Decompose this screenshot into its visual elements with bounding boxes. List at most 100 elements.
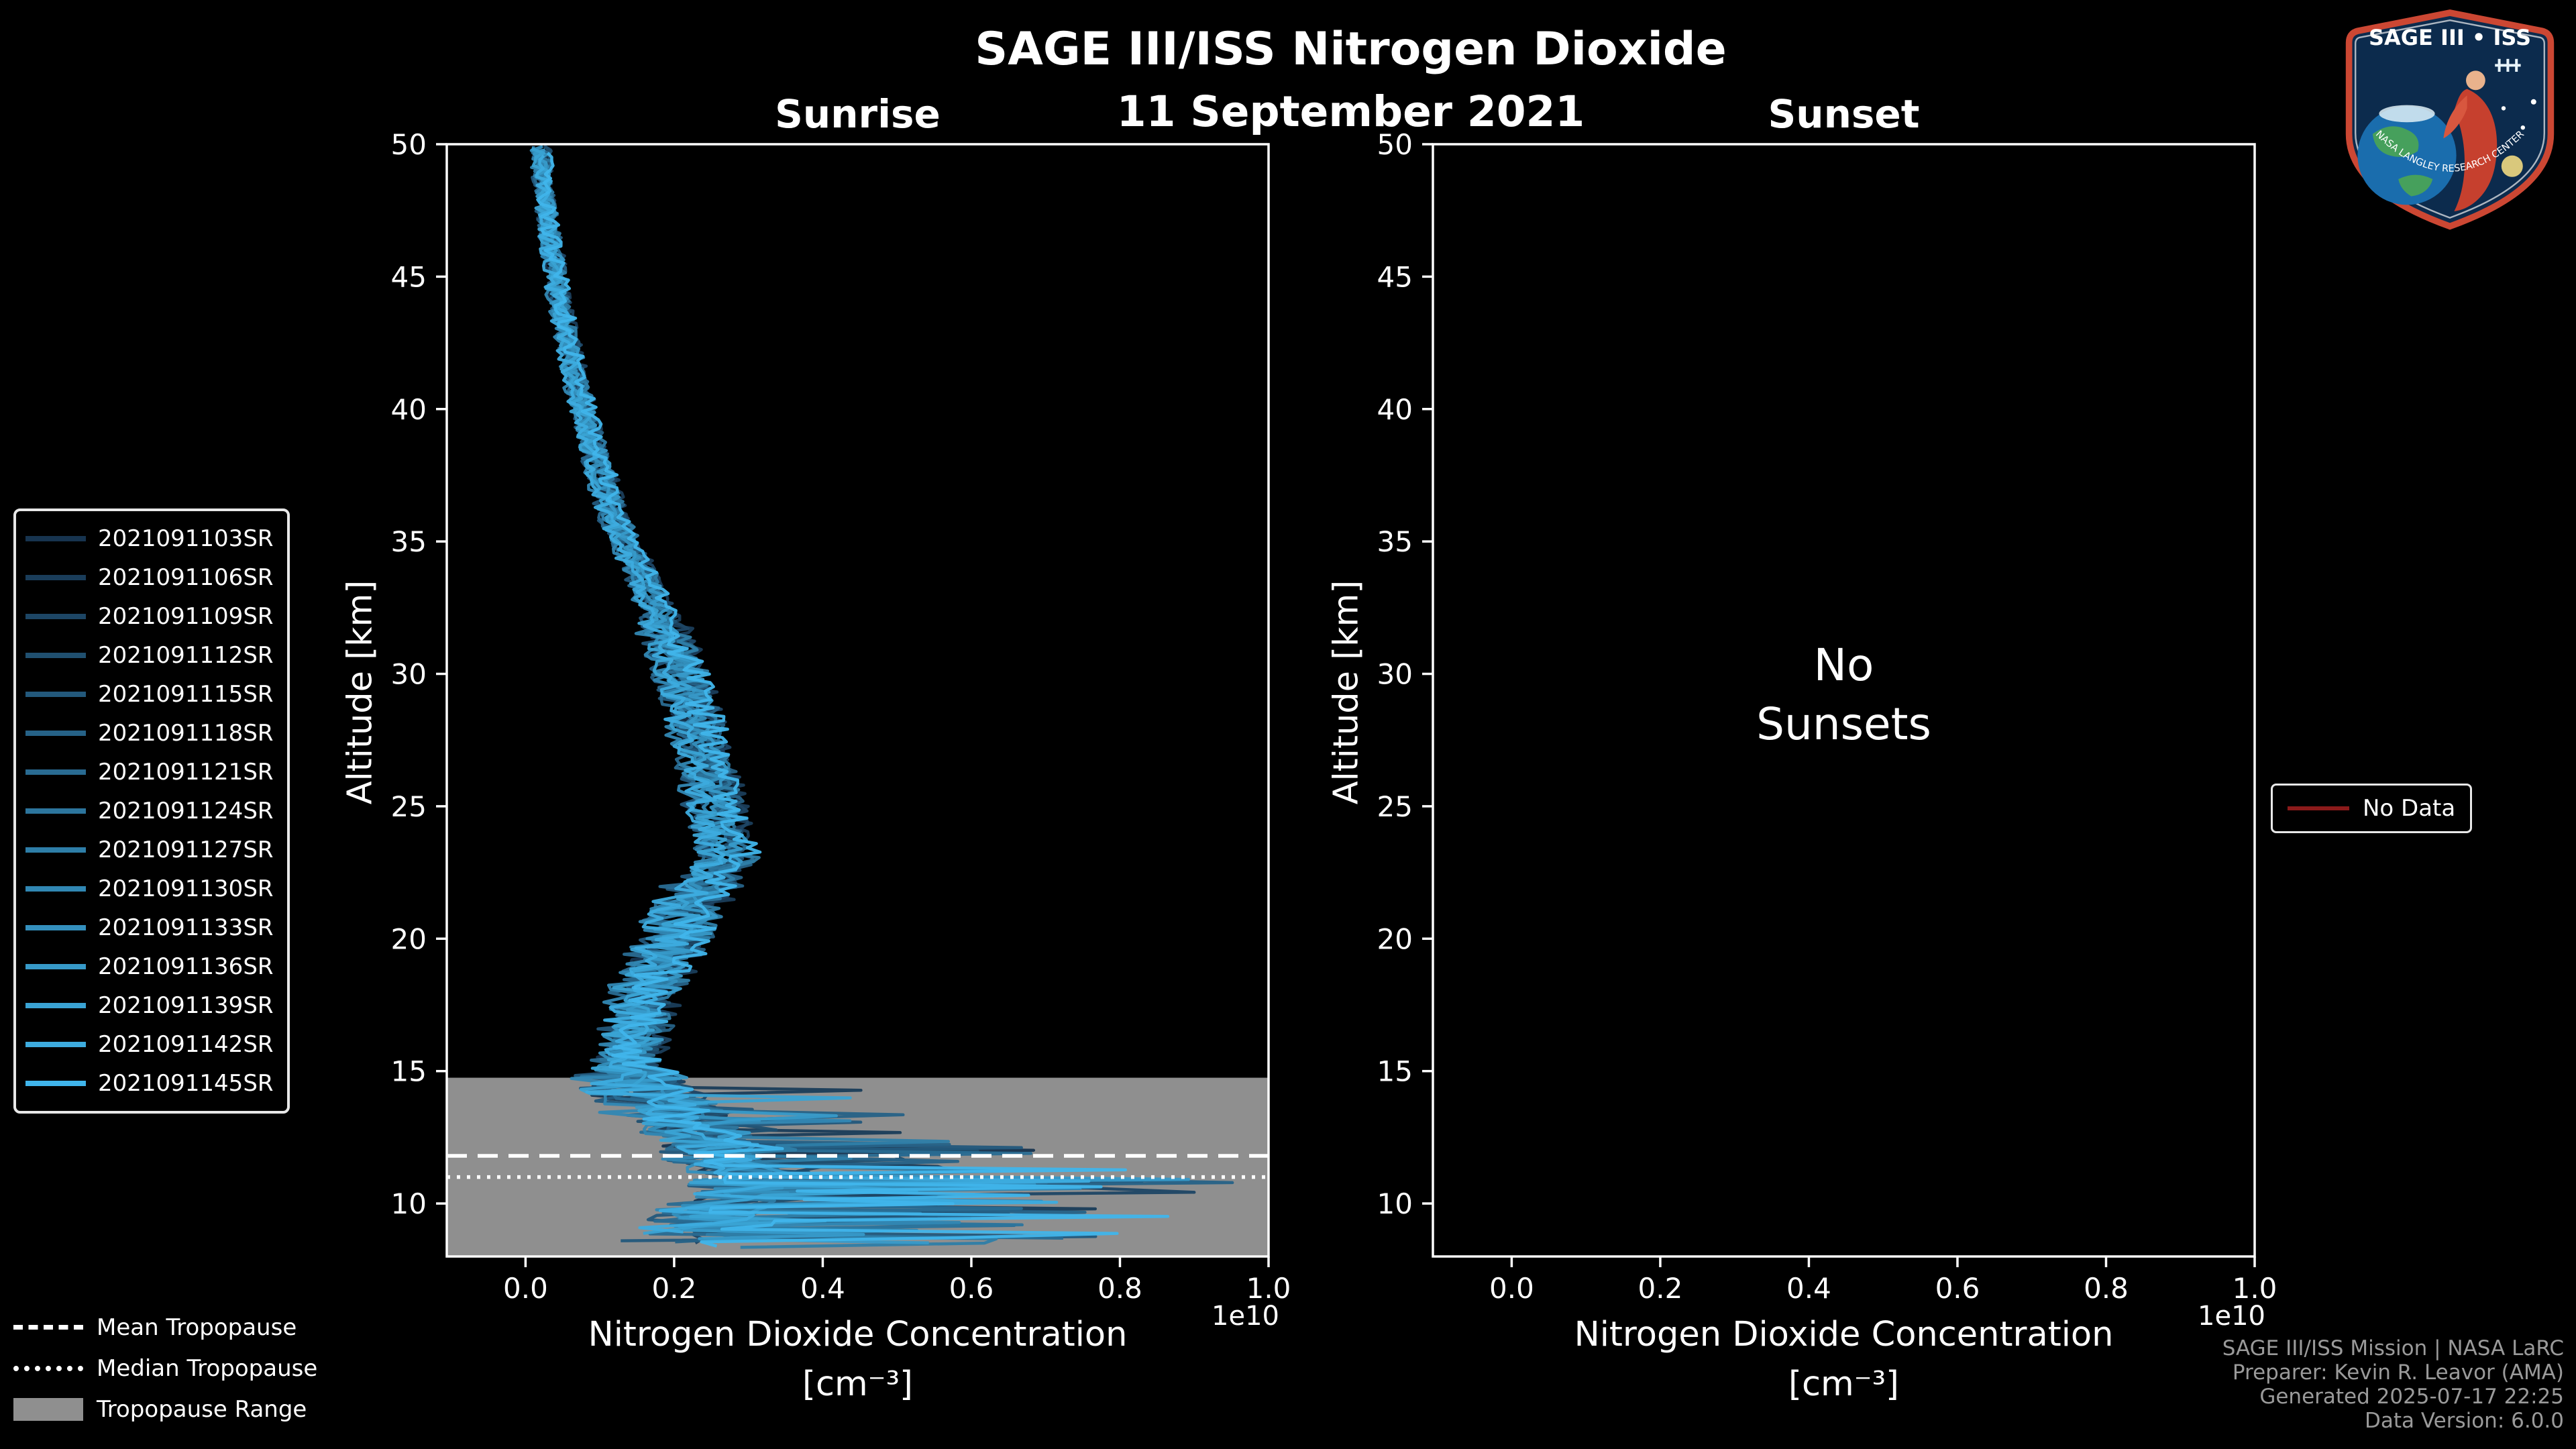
svg-text:50: 50 [391,128,427,161]
credits-block: SAGE III/ISS Mission | NASA LaRC Prepare… [2222,1336,2564,1433]
svg-text:0.6: 0.6 [1935,1272,1980,1305]
legend-line-swatch [25,1003,86,1008]
legend-item-label: 2021091133SR [98,914,274,941]
logo-continent [2372,126,2419,157]
legend-item-label: 2021091142SR [98,1031,274,1058]
svg-text:0.8: 0.8 [1097,1272,1142,1305]
svg-text:50: 50 [1377,128,1413,161]
legend-item-label: 2021091112SR [98,642,274,669]
sunrise-x-axis-units: [cm⁻³] [802,1364,913,1404]
svg-text:40: 40 [391,393,427,426]
no-data-line-swatch [2288,806,2349,810]
profile-line [535,154,1091,1234]
logo-figure-head [2466,70,2485,91]
svg-text:25: 25 [391,790,427,823]
svg-text:1.0: 1.0 [1246,1272,1291,1305]
logo-star [2520,125,2525,130]
tropopause-range-legend-item: Tropopause Range [13,1389,317,1430]
sunrise-profiles [447,144,1269,1256]
svg-text:1e10: 1e10 [1212,1301,1279,1332]
plot-frame [1432,143,2256,1258]
svg-text:45: 45 [1377,260,1413,293]
logo-moon [2501,155,2523,177]
svg-text:1.0: 1.0 [2233,1272,2277,1305]
legend-item: 2021091133SR [25,908,274,947]
legend-item-label: 2021091109SR [98,603,274,630]
legend-item-label: 2021091139SR [98,992,274,1019]
legend-item-label: 2021091106SR [98,564,274,591]
plot-frame [445,143,1270,1258]
svg-text:35: 35 [391,525,427,558]
credit-preparer: Preparer: Kevin R. Leavor (AMA) [2232,1360,2564,1385]
legend-item: 2021091142SR [25,1025,274,1064]
legend-item: 2021091136SR [25,947,274,986]
logo-iss-icon [2495,58,2521,72]
svg-text:45: 45 [391,260,427,293]
no-sunsets-line2: Sunsets [1756,698,1931,750]
sunrise-x-axis-label: Nitrogen Dioxide Concentration [588,1315,1128,1354]
median-tropopause-legend-item: Median Tropopause [13,1348,317,1389]
logo-star [2530,99,2536,105]
legend-item-label: 2021091127SR [98,837,274,863]
no-sunsets-line1: No [1813,639,1874,691]
profile-line [531,147,918,1235]
svg-text:15: 15 [391,1055,427,1088]
svg-text:0.0: 0.0 [1489,1272,1534,1305]
svg-text:40: 40 [1377,393,1413,426]
svg-text:0.2: 0.2 [652,1272,697,1305]
sunset-x-axis-label: Nitrogen Dioxide Concentration [1574,1315,2114,1354]
svg-text:0.4: 0.4 [1786,1272,1831,1305]
svg-text:1e10: 1e10 [2198,1301,2265,1332]
legend-item: 2021091127SR [25,830,274,869]
legend-series: 2021091103SR 2021091106SR 2021091109SR 2021… [13,508,290,1114]
logo-inner-ring [2355,19,2545,219]
profile-line [529,144,1036,1228]
legend-item: 2021091106SR [25,558,274,597]
figure-date: 11 September 2021 [1116,87,1585,136]
logo-star [2501,106,2506,111]
svg-text:0.0: 0.0 [503,1272,548,1305]
legend-item: 2021091112SR [25,636,274,675]
sunset-x-axis-units: [cm⁻³] [1788,1364,1899,1404]
legend-item-label: 2021091145SR [98,1070,274,1097]
legend-line-swatch [25,964,86,969]
legend-line-swatch [25,653,86,658]
legend-item-label: 2021091124SR [98,798,274,824]
svg-text:0.6: 0.6 [949,1272,994,1305]
svg-text:0.2: 0.2 [1638,1272,1683,1305]
svg-text:30: 30 [1377,658,1413,691]
no-data-legend: No Data [2271,784,2473,833]
logo-figure-robe [2454,89,2498,211]
legend-line-swatch [25,769,86,775]
legend-line-swatch [25,575,86,580]
legend-item-label: 2021091121SR [98,759,274,786]
sage-iii-iss-logo: SAGE III • ISS NASA LANGLEY RESEARCH CEN… [2345,9,2555,230]
legend-item-label: 2021091130SR [98,875,274,902]
legend-line-swatch [25,731,86,736]
legend-line-swatch [25,808,86,814]
svg-text:25: 25 [1377,790,1413,823]
legend-item-label: 2021091115SR [98,681,274,708]
legend-item-label: 2021091103SR [98,525,274,552]
no-sunsets-message: No Sunsets [1433,636,2255,754]
legend-item: 2021091139SR [25,986,274,1025]
tropopause-legend: Mean Tropopause Median Tropopause Tropop… [13,1307,317,1430]
svg-text:0.4: 0.4 [800,1272,845,1305]
sunset-y-axis-label: Altitude [km] [1326,580,1366,805]
tropopause-range-label: Tropopause Range [97,1395,307,1423]
tropopause-range-swatch [13,1397,83,1421]
legend-item-label: 2021091118SR [98,720,274,747]
legend-line-swatch [25,847,86,853]
svg-text:0.8: 0.8 [2084,1272,2129,1305]
dotted-line-swatch [13,1365,83,1371]
legend-item: 2021091130SR [25,869,274,908]
legend-line-swatch [25,925,86,930]
legend-item-label: 2021091136SR [98,953,274,980]
svg-text:10: 10 [391,1187,427,1220]
legend-line-swatch [25,614,86,619]
legend-line-swatch [25,886,86,892]
legend-item: 2021091115SR [25,675,274,714]
svg-text:20: 20 [391,922,427,955]
